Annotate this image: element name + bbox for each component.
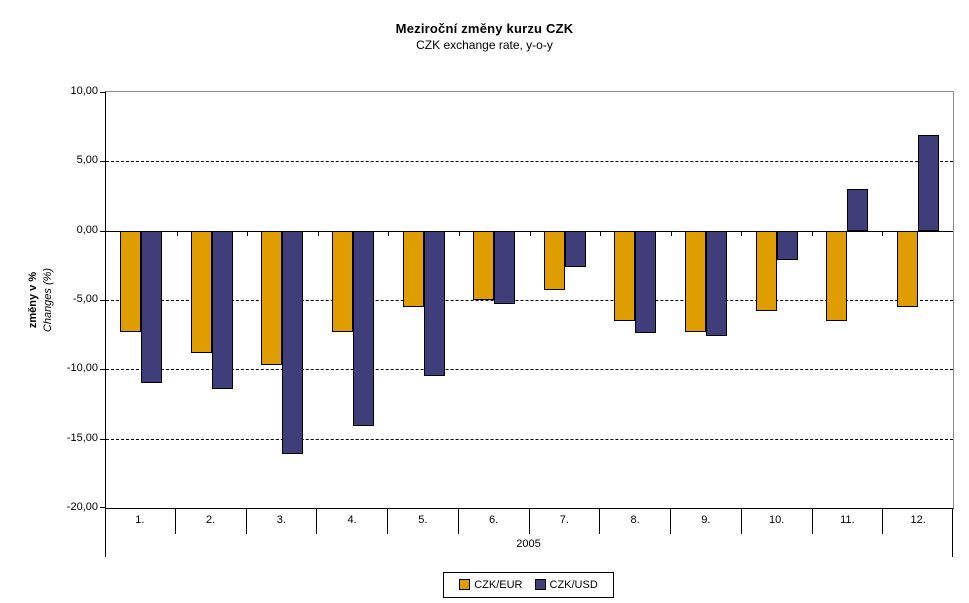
bar-czk-eur-month-8 bbox=[614, 230, 636, 321]
legend-label: CZK/USD bbox=[549, 578, 598, 591]
y-axis-tick bbox=[100, 230, 106, 232]
gridline bbox=[106, 369, 953, 371]
bar-czk-usd-month-12 bbox=[917, 134, 939, 231]
y-axis-tick bbox=[100, 438, 106, 440]
y-axis-tick-label: 5,00 bbox=[76, 154, 98, 167]
x-axis-end-tick-right bbox=[952, 508, 953, 557]
bar-czk-usd-month-7 bbox=[564, 230, 586, 267]
gridline bbox=[106, 300, 953, 301]
category-axis-tick bbox=[388, 230, 390, 236]
y-axis-tick bbox=[100, 507, 106, 508]
bar-czk-eur-month-5 bbox=[402, 230, 424, 307]
bar-czk-eur-month-7 bbox=[543, 230, 565, 291]
legend-container: CZK/EUR CZK/USD bbox=[105, 572, 952, 598]
bar-czk-usd-month-1 bbox=[141, 230, 163, 384]
category-axis-tick bbox=[529, 230, 531, 236]
x-category-label: 5. bbox=[388, 508, 459, 534]
x-axis-year-label: 2005 bbox=[516, 538, 541, 550]
bar-czk-eur-month-4 bbox=[332, 230, 354, 332]
category-axis-tick bbox=[741, 230, 743, 236]
category-axis-tick bbox=[458, 230, 460, 236]
category-axis-tick bbox=[670, 230, 672, 236]
bar-czk-usd-month-11 bbox=[847, 189, 869, 231]
chart-title: Meziroční změny kurzu CZK bbox=[395, 21, 574, 36]
bar-czk-eur-month-1 bbox=[120, 230, 142, 332]
x-category-label: 1. bbox=[105, 508, 176, 534]
y-axis-tick-label: -20,00 bbox=[66, 501, 98, 513]
y-axis-tick bbox=[100, 161, 106, 163]
y-axis-tick-label: 0,00 bbox=[76, 223, 98, 236]
bar-czk-eur-month-12 bbox=[896, 230, 918, 307]
category-axis-tick bbox=[811, 230, 813, 236]
x-category-label: 3. bbox=[247, 508, 318, 534]
category-axis-tick bbox=[176, 230, 178, 236]
legend-swatch-czk-eur bbox=[459, 579, 471, 591]
legend-label: CZK/EUR bbox=[474, 578, 523, 591]
y-axis-tick bbox=[100, 369, 106, 371]
bar-czk-eur-month-11 bbox=[826, 230, 848, 321]
y-axis-tick-label: -15,00 bbox=[66, 431, 98, 444]
category-axis-tick bbox=[882, 230, 884, 236]
y-axis-tick-label: -5,00 bbox=[72, 293, 98, 305]
x-category-label: 4. bbox=[317, 508, 388, 534]
bar-czk-usd-month-5 bbox=[423, 230, 445, 377]
chart-subtitle: CZK exchange rate, y-o-y bbox=[416, 38, 553, 52]
x-axis-labels: 1. 2. 3. 4. 5. 6. 7. 8. 9. 10. 11. 12. bbox=[105, 508, 953, 534]
category-axis-tick bbox=[247, 230, 249, 236]
x-axis-end-tick-left bbox=[105, 508, 106, 557]
bar-czk-eur-month-3 bbox=[261, 230, 283, 366]
x-category-label: 9. bbox=[671, 508, 742, 534]
x-category-label: 6. bbox=[459, 508, 530, 534]
bar-czk-usd-month-2 bbox=[211, 230, 233, 389]
gridline bbox=[106, 438, 953, 440]
legend-item: CZK/EUR bbox=[459, 578, 523, 591]
bar-czk-usd-month-4 bbox=[353, 230, 375, 427]
bar-czk-eur-month-10 bbox=[755, 230, 777, 312]
bar-czk-usd-month-8 bbox=[635, 230, 657, 334]
bar-czk-eur-month-2 bbox=[190, 230, 212, 353]
category-axis-tick bbox=[600, 230, 602, 236]
y-axis-tick bbox=[100, 92, 106, 93]
bar-czk-usd-month-6 bbox=[494, 230, 516, 305]
legend-item: CZK/USD bbox=[534, 578, 598, 591]
y-axis-tick-label: -10,00 bbox=[66, 362, 98, 375]
y-axis-title-czech: změny v % bbox=[27, 271, 39, 329]
x-category-label: 11. bbox=[813, 508, 884, 534]
legend-swatch-czk-usd bbox=[534, 579, 546, 591]
y-axis-tick-label: 10,00 bbox=[70, 85, 98, 97]
x-category-label: 10. bbox=[742, 508, 813, 534]
bar-czk-usd-month-3 bbox=[282, 230, 304, 454]
x-category-label: 2. bbox=[176, 508, 247, 534]
x-category-label: 7. bbox=[530, 508, 601, 534]
category-axis-tick bbox=[317, 230, 319, 236]
gridline bbox=[106, 161, 953, 163]
plot-area: 10,00 5,00 0,00 -5,00 -10,00 -15,00 -20,00 bbox=[67, 85, 954, 513]
x-category-label: 12. bbox=[910, 514, 926, 526]
legend: CZK/EUR CZK/USD bbox=[443, 572, 614, 598]
bar-czk-usd-month-9 bbox=[705, 230, 727, 337]
bar-czk-eur-month-9 bbox=[684, 230, 706, 332]
x-category-label: 8. bbox=[600, 508, 671, 534]
bar-czk-eur-month-6 bbox=[473, 230, 495, 300]
y-axis-tick bbox=[100, 300, 106, 301]
bar-czk-usd-month-10 bbox=[776, 230, 798, 260]
